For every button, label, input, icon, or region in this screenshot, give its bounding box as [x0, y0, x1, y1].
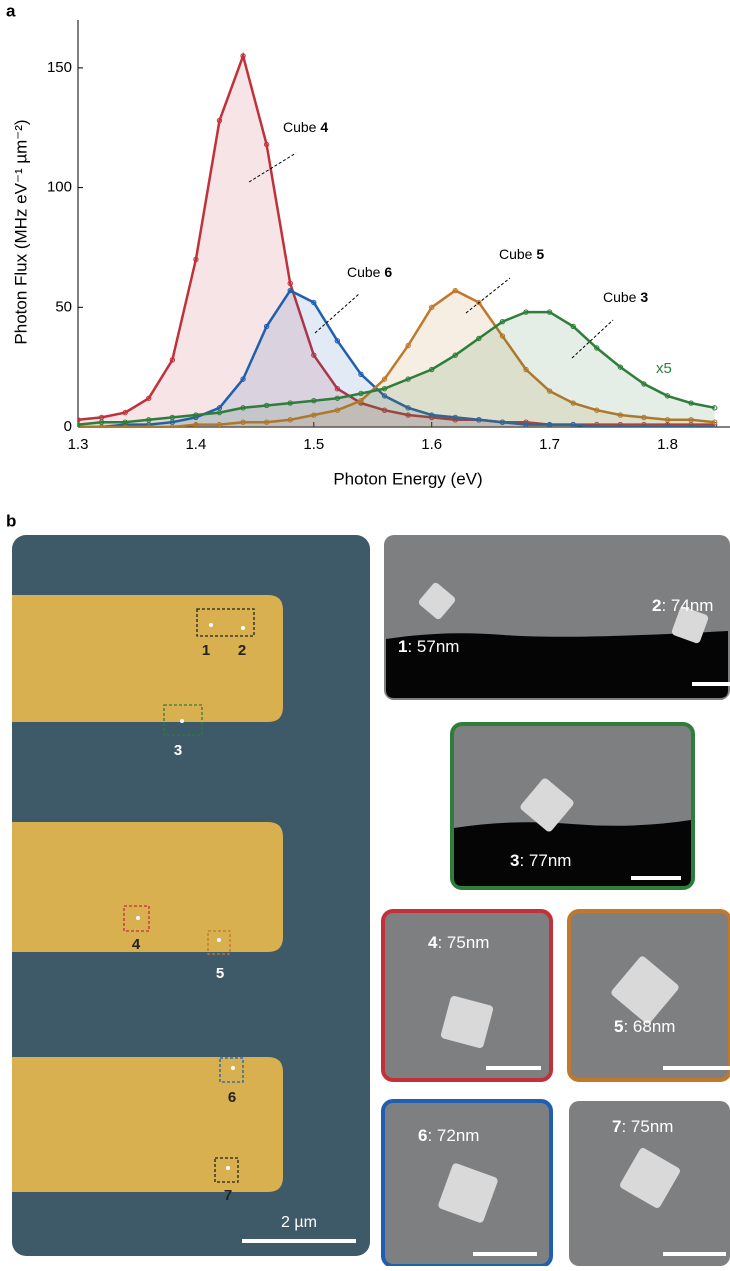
inset-label: 6: 72nm	[418, 1126, 479, 1145]
gold-strip	[12, 822, 283, 952]
inset-size: : 74nm	[661, 596, 713, 615]
inset-number: 5	[614, 1017, 623, 1036]
x-axis-label: Photon Energy (eV)	[333, 469, 482, 488]
x-tick-label: 1.8	[657, 436, 678, 453]
y-tick-label: 0	[64, 418, 72, 435]
annotation: Cube 6	[347, 264, 392, 280]
cube-dot	[226, 1166, 230, 1170]
marker-label: 3	[174, 742, 182, 759]
y-tick-label: 150	[47, 59, 72, 76]
inset-number: 7	[612, 1117, 621, 1136]
marker-label: 6	[228, 1089, 236, 1106]
inset-label: 4: 75nm	[428, 933, 489, 952]
marker-label: 2	[238, 642, 246, 659]
inset-size: : 57nm	[407, 637, 459, 656]
inset-label: 5: 68nm	[614, 1017, 675, 1036]
x-tick-label: 1.5	[303, 436, 324, 453]
annotation: Cube 5	[499, 246, 544, 262]
annotation-label: Cube	[347, 264, 384, 280]
scale-note: x5	[656, 360, 672, 377]
x-tick-label: 1.3	[68, 436, 89, 453]
inset-label: 1: 57nm	[398, 637, 459, 656]
inset-size: : 72nm	[427, 1126, 479, 1145]
inset-size: : 77nm	[519, 851, 571, 870]
scale-bar-label: 2 µm	[281, 1214, 317, 1231]
annotation-number: 5	[536, 246, 544, 262]
annotation-number: 4	[320, 119, 328, 135]
cube-dot	[217, 938, 221, 942]
cube-dot	[231, 1066, 235, 1070]
inset-size: : 68nm	[623, 1017, 675, 1036]
y-axis-label: Photon Flux (MHz eV⁻¹ µm⁻²)	[11, 119, 30, 344]
inset-number: 6	[418, 1126, 427, 1145]
annotation-label: Cube	[603, 289, 640, 305]
annotation: Cube 3	[603, 289, 648, 305]
y-tick-label: 100	[47, 179, 72, 196]
marker-label: 5	[216, 965, 224, 982]
inset-number: 2	[652, 596, 661, 615]
marker-label: 4	[132, 936, 141, 953]
inset-number: 3	[510, 851, 519, 870]
annotation-number: 6	[384, 264, 392, 280]
inset-label: 2: 74nm	[652, 596, 713, 615]
inset-label: 7: 75nm	[612, 1117, 673, 1136]
cube-dot	[136, 916, 140, 920]
marker-label: 1	[202, 642, 210, 659]
cube-dot	[209, 623, 213, 627]
annotation-label: Cube	[499, 246, 536, 262]
x-tick-label: 1.6	[421, 436, 442, 453]
annotation-number: 3	[640, 289, 648, 305]
plot	[76, 54, 717, 429]
y-tick-label: 50	[55, 298, 72, 315]
cube-dot	[180, 719, 184, 723]
inset-number: 1	[398, 637, 407, 656]
figure: a b 0 50 100 150 1.3 1.4 1.5 1.6 1.7 1.8 Photon En…	[0, 0, 730, 1266]
panel-label: b	[6, 511, 16, 530]
annotation-label: Cube	[283, 119, 320, 135]
inset-label: 3: 77nm	[510, 851, 571, 870]
marker-label: 7	[224, 1187, 232, 1204]
inset-size: : 75nm	[621, 1117, 673, 1136]
inset-size: : 75nm	[437, 933, 489, 952]
x-tick-label: 1.7	[539, 436, 560, 453]
page: {"panel_labels": ["a", "b"], "chart_data…	[0, 0, 730, 1266]
cube-dot	[241, 626, 245, 630]
annotation: Cube 4	[283, 119, 328, 135]
x-tick-label: 1.4	[185, 436, 206, 453]
panel-label: a	[6, 1, 16, 20]
